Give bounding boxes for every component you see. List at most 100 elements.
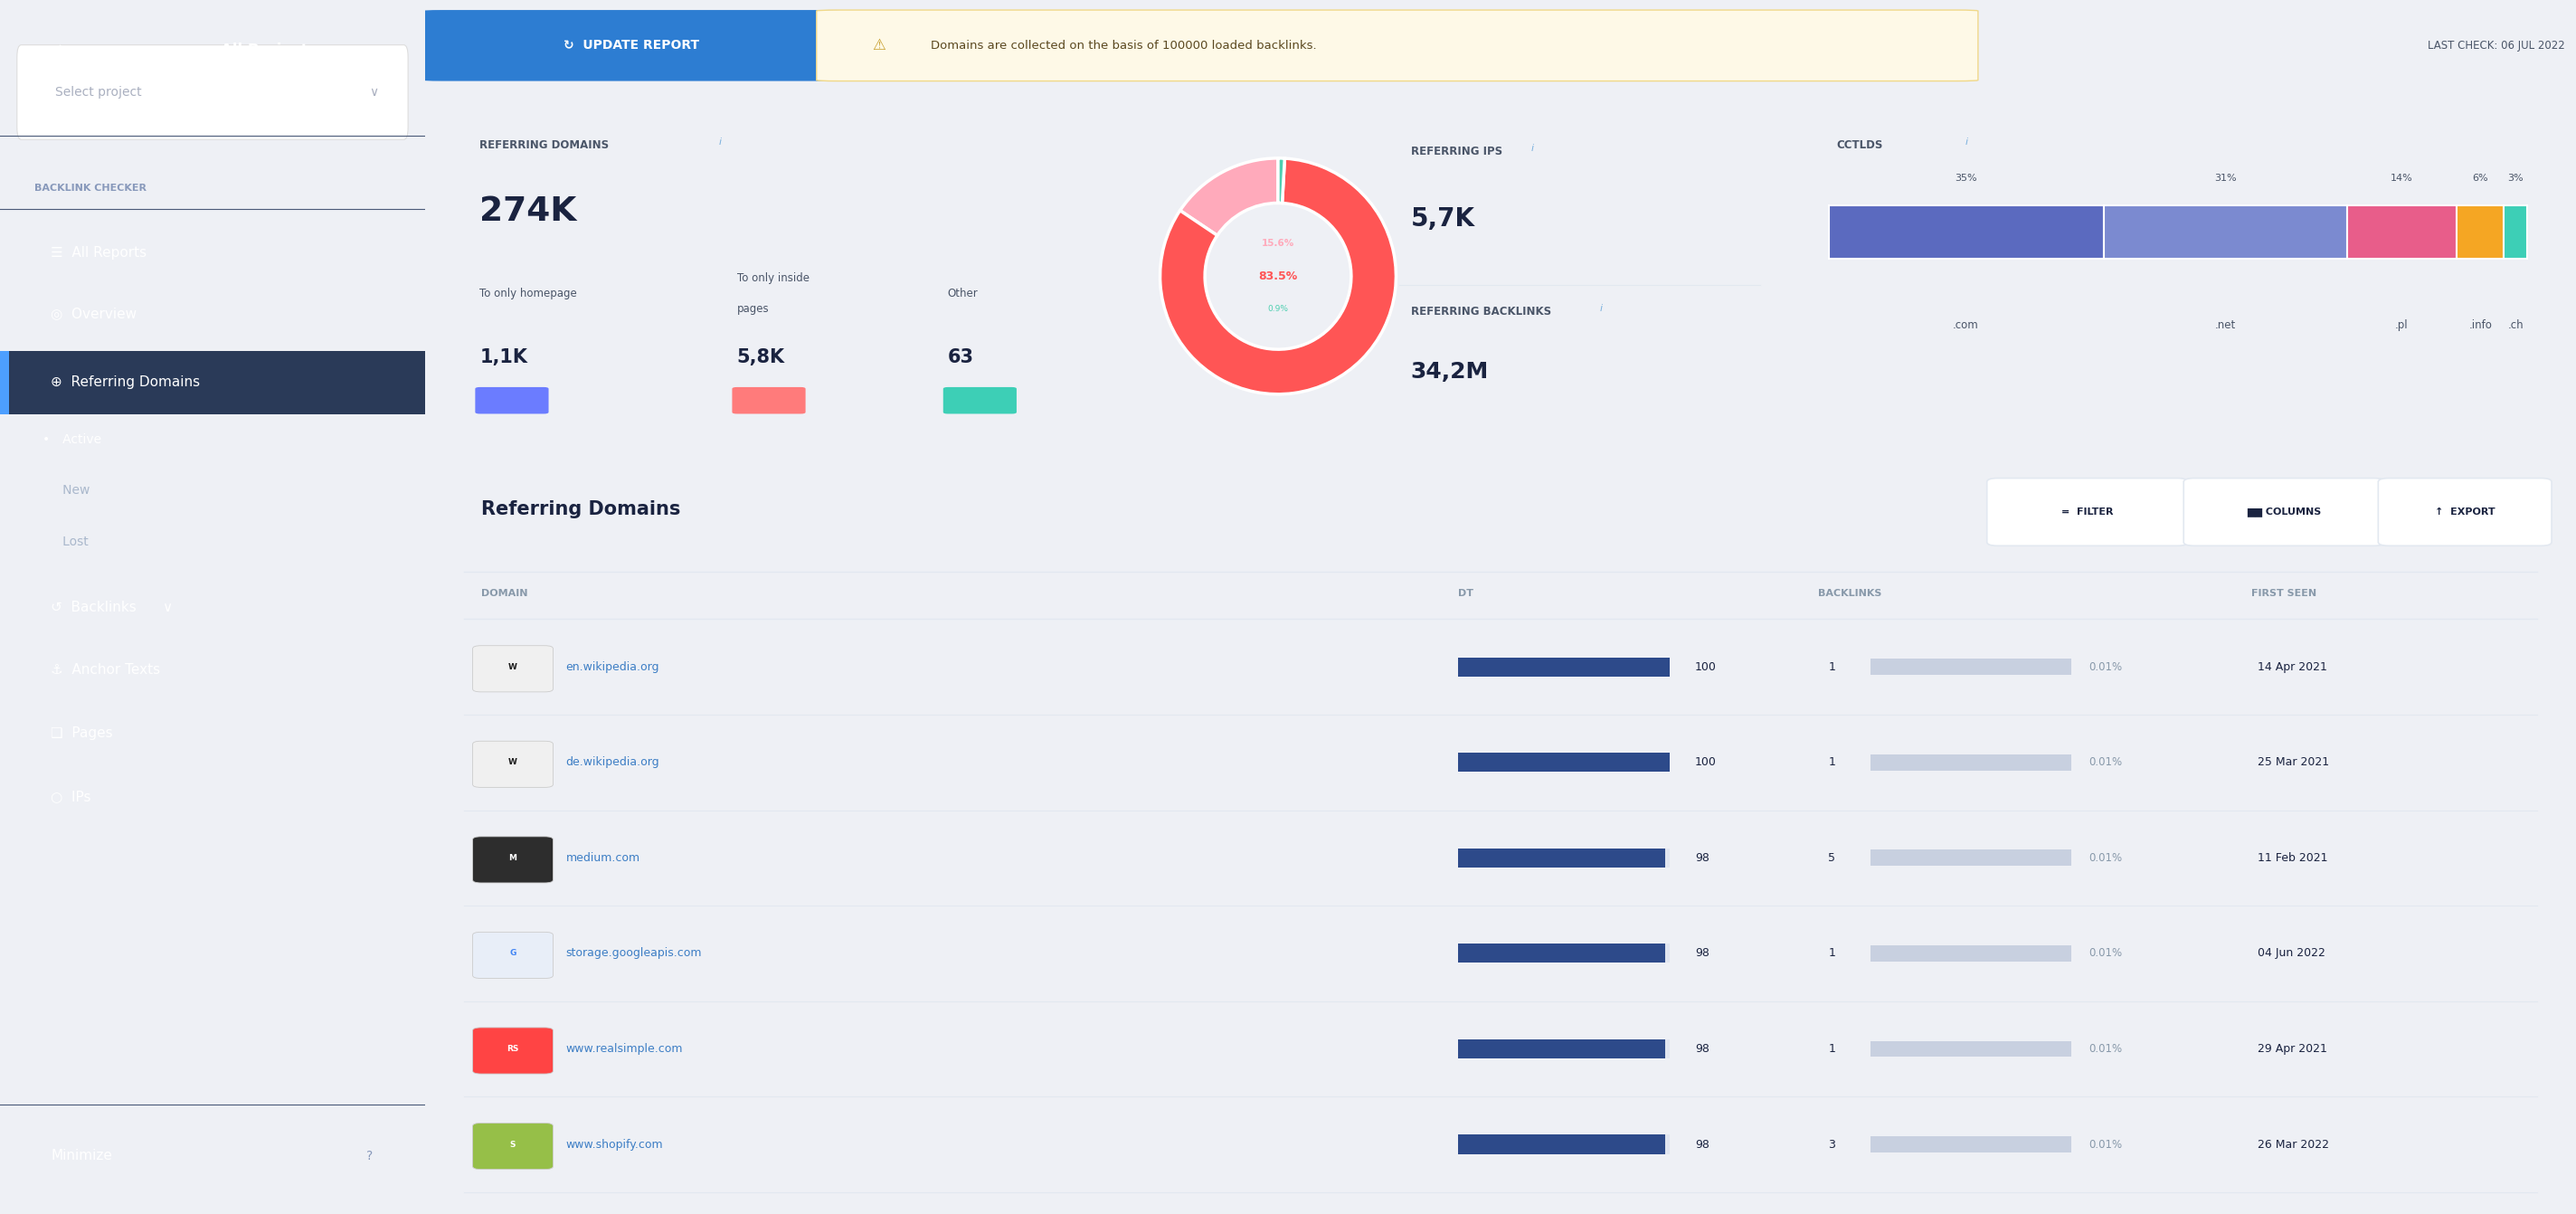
FancyBboxPatch shape: [420, 10, 840, 81]
Text: W: W: [507, 759, 518, 766]
Bar: [1458, 1039, 1667, 1059]
Text: 98: 98: [1695, 1139, 1710, 1150]
Bar: [2504, 205, 2527, 259]
Text: 15.6%: 15.6%: [1262, 239, 1293, 248]
Text: ↑  EXPORT: ↑ EXPORT: [2434, 507, 2496, 516]
Text: ?: ?: [366, 1150, 374, 1162]
Wedge shape: [1159, 158, 1396, 395]
Text: 3%: 3%: [2509, 174, 2524, 183]
Text: 29 Apr 2021: 29 Apr 2021: [2257, 1043, 2326, 1055]
Bar: [1458, 1039, 1669, 1059]
Text: =  FILTER: = FILTER: [2061, 507, 2112, 516]
Text: 11 Feb 2021: 11 Feb 2021: [2257, 852, 2329, 864]
Text: 5,8K: 5,8K: [737, 348, 786, 367]
Text: Active: Active: [52, 433, 103, 446]
Text: 34,2M: 34,2M: [1412, 362, 1489, 382]
Text: 31%: 31%: [2213, 174, 2236, 183]
Text: .info: .info: [2468, 319, 2491, 331]
Text: BACKLINK CHECKER: BACKLINK CHECKER: [33, 183, 147, 193]
Bar: [2105, 205, 2347, 259]
Text: Other: Other: [948, 288, 979, 300]
Bar: [2458, 205, 2504, 259]
Text: 0.01%: 0.01%: [2089, 756, 2123, 768]
Bar: [1458, 658, 1669, 676]
FancyBboxPatch shape: [471, 836, 554, 883]
Text: REFERRING DOMAINS: REFERRING DOMAINS: [479, 140, 611, 151]
Text: •: •: [41, 433, 49, 446]
FancyBboxPatch shape: [471, 1027, 554, 1074]
Text: 100: 100: [1695, 662, 1716, 673]
Bar: [0, 351, 10, 414]
Text: 98: 98: [1695, 852, 1710, 864]
Text: REFERRING BACKLINKS: REFERRING BACKLINKS: [1412, 306, 1551, 318]
Text: New: New: [52, 484, 90, 497]
Text: i: i: [719, 137, 721, 146]
FancyBboxPatch shape: [943, 387, 1018, 414]
FancyBboxPatch shape: [474, 387, 549, 414]
Text: .com: .com: [1953, 319, 1978, 331]
Bar: [1458, 1135, 1669, 1153]
Text: ↺  Backlinks      ∨: ↺ Backlinks ∨: [52, 600, 173, 614]
Text: www.shopify.com: www.shopify.com: [567, 1139, 662, 1150]
Text: W: W: [507, 663, 518, 671]
Text: i: i: [1600, 305, 1602, 313]
Bar: [1458, 849, 1667, 868]
Text: ◎  Overview: ◎ Overview: [52, 306, 137, 320]
Text: 1: 1: [1829, 947, 1837, 959]
Wedge shape: [1180, 158, 1278, 236]
Text: 0.9%: 0.9%: [1267, 305, 1288, 313]
Text: RS: RS: [507, 1045, 518, 1053]
Text: ☰  All Reports: ☰ All Reports: [52, 245, 147, 260]
Text: 5: 5: [1829, 852, 1837, 864]
FancyBboxPatch shape: [471, 1123, 554, 1169]
Text: 0.01%: 0.01%: [2089, 947, 2123, 959]
Text: ∨: ∨: [368, 86, 379, 98]
FancyBboxPatch shape: [18, 45, 407, 140]
Text: Domains are collected on the basis of 100000 loaded backlinks.: Domains are collected on the basis of 10…: [930, 40, 1316, 51]
Text: ⚠: ⚠: [873, 38, 886, 53]
Text: 1: 1: [1829, 756, 1837, 768]
Text: de.wikipedia.org: de.wikipedia.org: [567, 756, 659, 768]
Text: 0.01%: 0.01%: [2089, 662, 2123, 673]
Text: To only inside: To only inside: [737, 273, 809, 284]
Text: medium.com: medium.com: [567, 852, 639, 864]
Text: 14 Apr 2021: 14 Apr 2021: [2257, 662, 2326, 673]
Bar: [1870, 754, 2071, 771]
Text: 0.01%: 0.01%: [2089, 1043, 2123, 1055]
FancyBboxPatch shape: [471, 932, 554, 978]
Text: .ch: .ch: [2509, 319, 2524, 331]
Text: 1,1K: 1,1K: [479, 348, 528, 367]
Text: DOMAIN: DOMAIN: [482, 589, 528, 599]
Bar: [1458, 658, 1669, 676]
Text: CCTLDS: CCTLDS: [1837, 140, 1883, 151]
Text: 1: 1: [1829, 662, 1837, 673]
Text: 35%: 35%: [1955, 174, 1978, 183]
Text: LAST CHECK: 06 JUL 2022: LAST CHECK: 06 JUL 2022: [2429, 40, 2566, 51]
Bar: [1870, 659, 2071, 675]
Text: storage.googleapis.com: storage.googleapis.com: [567, 947, 701, 959]
Text: S: S: [510, 1140, 515, 1148]
Bar: [1458, 943, 1667, 963]
Bar: [1458, 849, 1669, 868]
FancyBboxPatch shape: [1986, 478, 2187, 546]
Text: ⌂: ⌂: [54, 42, 64, 59]
Text: ↻  UPDATE REPORT: ↻ UPDATE REPORT: [564, 39, 701, 52]
FancyBboxPatch shape: [2184, 478, 2385, 546]
Text: ⚓  Anchor Texts: ⚓ Anchor Texts: [52, 663, 160, 677]
Text: Referring Domains: Referring Domains: [482, 500, 680, 518]
Text: DT: DT: [1458, 589, 1473, 599]
Text: G: G: [510, 949, 515, 958]
Bar: [1458, 943, 1669, 963]
Text: 274K: 274K: [479, 195, 577, 228]
Text: pages: pages: [737, 302, 770, 314]
FancyBboxPatch shape: [471, 646, 554, 692]
Text: www.realsimple.com: www.realsimple.com: [567, 1043, 683, 1055]
Bar: [1870, 850, 2071, 866]
Text: i: i: [1530, 144, 1535, 153]
Text: ❑  Pages: ❑ Pages: [52, 726, 113, 741]
Text: 0.01%: 0.01%: [2089, 1139, 2123, 1150]
Text: en.wikipedia.org: en.wikipedia.org: [567, 662, 659, 673]
Text: 5,7K: 5,7K: [1412, 206, 1476, 231]
Text: Lost: Lost: [52, 535, 88, 548]
Text: M: M: [510, 853, 518, 862]
